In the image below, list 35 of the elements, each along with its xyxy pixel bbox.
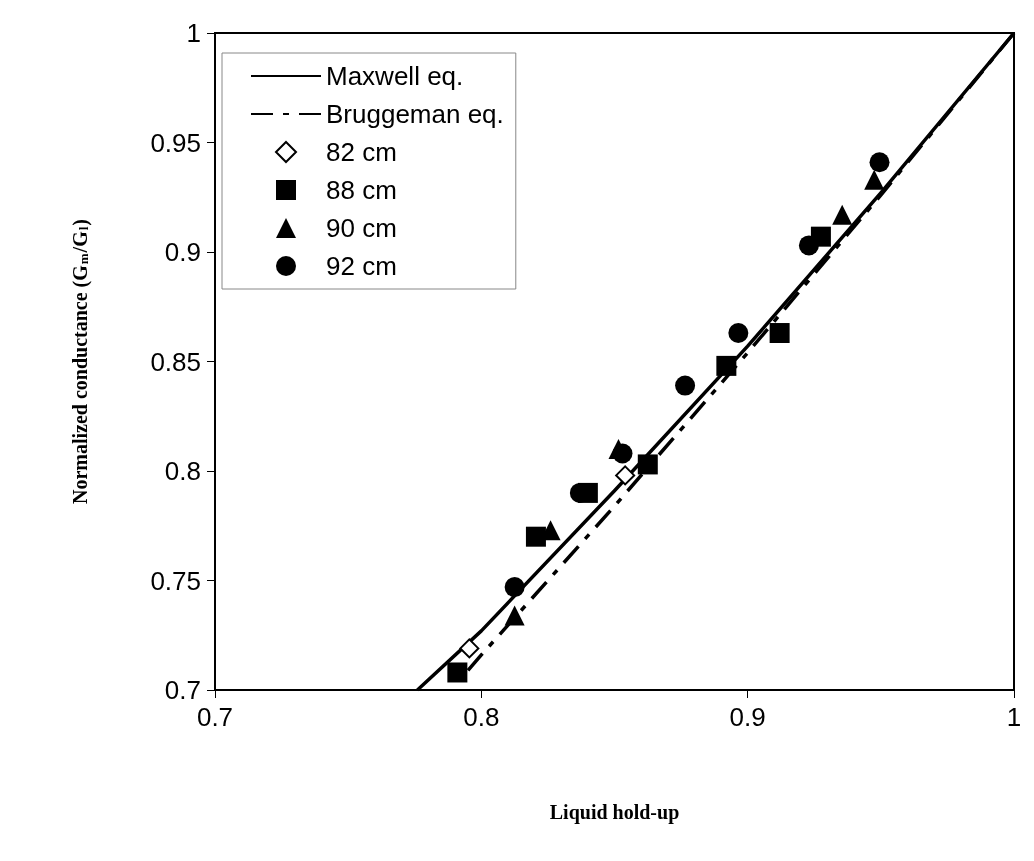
point xyxy=(832,204,853,225)
point xyxy=(728,323,749,344)
x-tick-label: 1 xyxy=(1006,702,1022,732)
legend-label: Bruggeman eq. xyxy=(326,99,504,129)
point xyxy=(864,169,885,190)
x-axis-title: Liquid hold-up xyxy=(549,801,680,824)
y-axis-title: Normalized conductance (Gm/Gl) xyxy=(68,218,92,505)
legend-label: 88 cm xyxy=(326,175,397,205)
point xyxy=(504,605,525,626)
x-tick-label: 0.9 xyxy=(729,702,766,732)
x-tick-label: 0.7 xyxy=(196,702,234,732)
point xyxy=(769,323,790,344)
y-tick-label: 1 xyxy=(186,18,201,48)
point xyxy=(525,526,546,547)
legend-label: 92 cm xyxy=(326,251,397,281)
point xyxy=(869,152,890,173)
y-tick-label: 0.85 xyxy=(150,346,201,377)
point xyxy=(810,226,831,247)
point xyxy=(716,355,737,376)
legend-label: Maxwell eq. xyxy=(326,61,464,91)
point xyxy=(615,465,636,486)
point xyxy=(637,454,658,475)
point xyxy=(447,662,468,683)
y-tick-label: 0.75 xyxy=(150,565,201,596)
point xyxy=(504,577,525,598)
point xyxy=(675,375,696,396)
y-tick-label: 0.7 xyxy=(164,675,201,705)
y-tick-label: 0.95 xyxy=(150,127,201,158)
y-tick-label: 0.9 xyxy=(164,237,201,267)
point xyxy=(459,638,480,659)
x-tick-label: 0.8 xyxy=(463,702,500,732)
legend-label: 90 cm xyxy=(326,213,397,243)
legend-label: 82 cm xyxy=(326,137,397,167)
y-tick-label: 0.8 xyxy=(164,456,201,486)
point xyxy=(577,482,598,503)
